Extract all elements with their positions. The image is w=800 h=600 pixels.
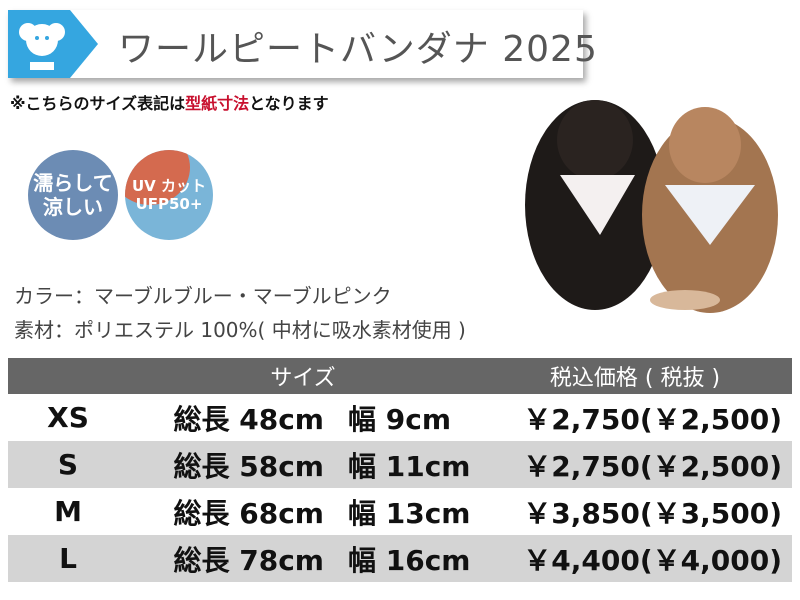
header-size: サイズ <box>128 358 478 394</box>
title-banner: ワールピートバンダナ 2025 <box>8 10 597 78</box>
uv-cut-badge: UV カット UFP50+ <box>125 150 213 240</box>
note-suffix: となります <box>249 94 329 113</box>
length-cell: 総長 68cm <box>173 496 325 530</box>
dogs-photo <box>525 100 778 313</box>
size-cell: XS <box>47 401 89 434</box>
table-row: XS 総長 48cm 幅 9cm ￥2,750(￥2,500) <box>8 394 792 441</box>
width-cell: 幅 11cm <box>328 441 478 488</box>
table-row: M 総長 68cm 幅 13cm ￥3,850(￥3,500) <box>8 488 792 535</box>
width-cell: 幅 16cm <box>328 535 478 582</box>
cooling-badge: 濡らして 涼しい <box>28 150 118 240</box>
page-title: ワールピートバンダナ 2025 <box>118 29 598 70</box>
price-cell: ￥4,400(￥4,000) <box>478 535 792 582</box>
size-note: ※こちらのサイズ表記は型紙寸法となります <box>10 90 329 114</box>
price-cell: ￥2,750(￥2,500) <box>478 441 792 488</box>
table-row: L 総長 78cm 幅 16cm ￥4,400(￥4,000) <box>8 535 792 582</box>
header-price: 税込価格 ( 税抜 ) <box>478 358 792 394</box>
color-info: カラー：マーブルブルー・マーブルピンク <box>14 284 392 308</box>
size-cell: M <box>54 495 82 528</box>
width-cell: 幅 9cm <box>348 402 452 436</box>
table-row: S 総長 58cm 幅 11cm ￥2,750(￥2,500) <box>8 441 792 488</box>
table-header: サイズ 税込価格 ( 税抜 ) <box>8 358 792 394</box>
size-cell: L <box>8 535 128 582</box>
badge-line: 濡らして <box>33 171 113 195</box>
price-cell: ￥3,850(￥3,500) <box>523 496 782 530</box>
size-price-table: サイズ 税込価格 ( 税抜 ) XS 総長 48cm 幅 9cm ￥2,750(… <box>8 358 792 582</box>
badge-line: UV カット <box>131 177 206 195</box>
note-prefix: ※こちらのサイズ表記は <box>10 94 186 113</box>
length-cell: 総長 78cm <box>128 535 328 582</box>
width-cell: 幅 13cm <box>348 496 471 530</box>
dog-logo-icon <box>8 10 98 78</box>
badge-line: UFP50+ <box>135 195 203 213</box>
material-info: 素材：ポリエステル 100%( 中材に吸水素材使用 ) <box>14 318 466 342</box>
size-cell: S <box>8 441 128 488</box>
price-cell: ￥2,750(￥2,500) <box>523 402 782 436</box>
note-highlight: 型紙寸法 <box>185 94 250 113</box>
length-cell: 総長 48cm <box>173 402 325 436</box>
header-cell <box>8 358 128 394</box>
length-cell: 総長 58cm <box>128 441 328 488</box>
badge-line: 涼しい <box>43 195 103 219</box>
